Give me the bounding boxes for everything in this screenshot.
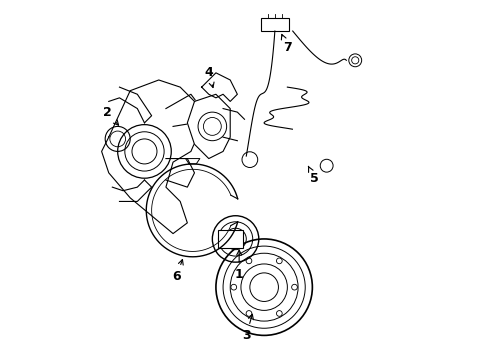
Text: 2: 2: [102, 105, 119, 125]
Text: 3: 3: [242, 314, 253, 342]
Polygon shape: [102, 80, 201, 234]
Bar: [260, 18, 288, 31]
Polygon shape: [187, 94, 230, 158]
Bar: [217, 230, 242, 248]
Text: 7: 7: [281, 35, 291, 54]
Text: 1: 1: [234, 250, 243, 281]
Text: 4: 4: [204, 66, 214, 87]
Text: 5: 5: [308, 166, 318, 185]
Text: 6: 6: [172, 260, 183, 283]
